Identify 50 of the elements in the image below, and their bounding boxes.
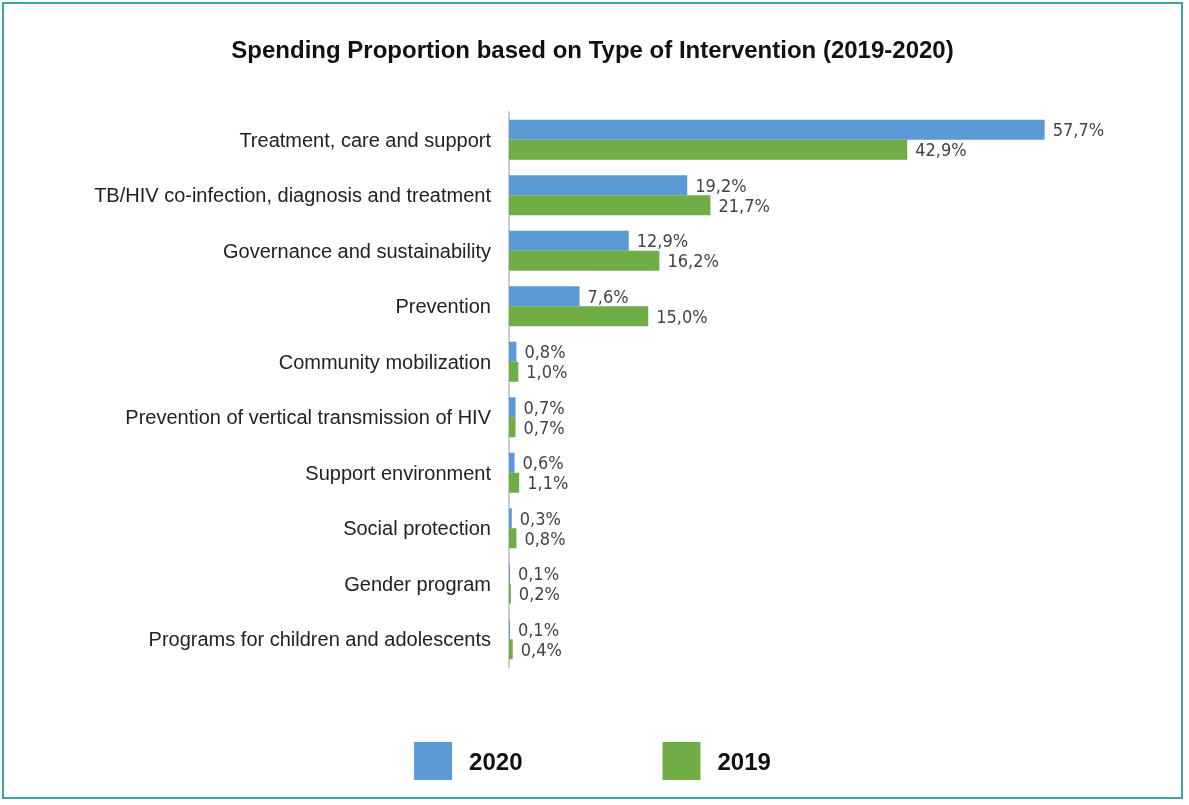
- y-tick-label: Gender program: [344, 572, 491, 595]
- data-label: 0,2%: [518, 583, 560, 605]
- data-label: 0,7%: [523, 416, 565, 438]
- data-label: 0,7%: [523, 396, 565, 418]
- bar: [509, 195, 711, 216]
- y-tick-label: Social protection: [343, 517, 491, 540]
- bar: [509, 139, 908, 160]
- data-label: 7,6%: [587, 285, 629, 307]
- data-label: 16,2%: [667, 250, 719, 272]
- data-label: 0,8%: [524, 527, 566, 549]
- data-label: 0,8%: [524, 341, 566, 363]
- bar: [509, 639, 513, 660]
- data-label: 12,9%: [636, 230, 689, 252]
- data-label: 0,1%: [517, 618, 560, 640]
- data-label: 0,6%: [522, 452, 564, 474]
- bar: [509, 508, 512, 529]
- data-label: 0,1%: [517, 563, 560, 585]
- bar: [509, 175, 688, 196]
- bar: [509, 528, 517, 549]
- bar: [509, 397, 516, 418]
- y-tick-label: Treatment, care and support: [239, 128, 492, 151]
- y-tick-label: Support environment: [305, 461, 492, 484]
- data-label: 15,0%: [656, 305, 708, 327]
- chart-title: Spending Proportion based on Type of Intervention (2019-2020): [231, 35, 954, 63]
- data-label: 57,7%: [1052, 119, 1105, 141]
- y-tick-label: Governance and sustainability: [223, 239, 491, 262]
- bar: [509, 341, 517, 362]
- bar: [509, 119, 1045, 140]
- data-label: 19,2%: [695, 174, 747, 196]
- bar: [509, 230, 629, 251]
- bar: [509, 361, 519, 382]
- bar: [509, 250, 660, 271]
- y-tick-label: Community mobilization: [278, 350, 491, 373]
- bar: [509, 472, 520, 493]
- data-label: 21,7%: [718, 194, 770, 216]
- legend-label: 2020: [469, 747, 523, 775]
- y-tick-label: Prevention: [395, 295, 491, 318]
- data-label: 1,1%: [527, 472, 569, 494]
- data-label: 42,9%: [915, 139, 967, 161]
- legend-label: 2019: [717, 747, 771, 775]
- data-label: 0,4%: [520, 638, 562, 660]
- data-label: 0,3%: [519, 507, 561, 529]
- y-tick-label: TB/HIV co-infection, diagnosis and treatment: [94, 184, 492, 207]
- y-tick-label: Prevention of vertical transmission of HIV: [125, 406, 492, 429]
- bar: [509, 417, 516, 438]
- data-label: 1,0%: [526, 361, 568, 383]
- bar: [509, 306, 649, 327]
- bar: [509, 286, 580, 307]
- bar: [509, 452, 515, 473]
- y-tick-label: Programs for children and adolescents: [148, 628, 491, 651]
